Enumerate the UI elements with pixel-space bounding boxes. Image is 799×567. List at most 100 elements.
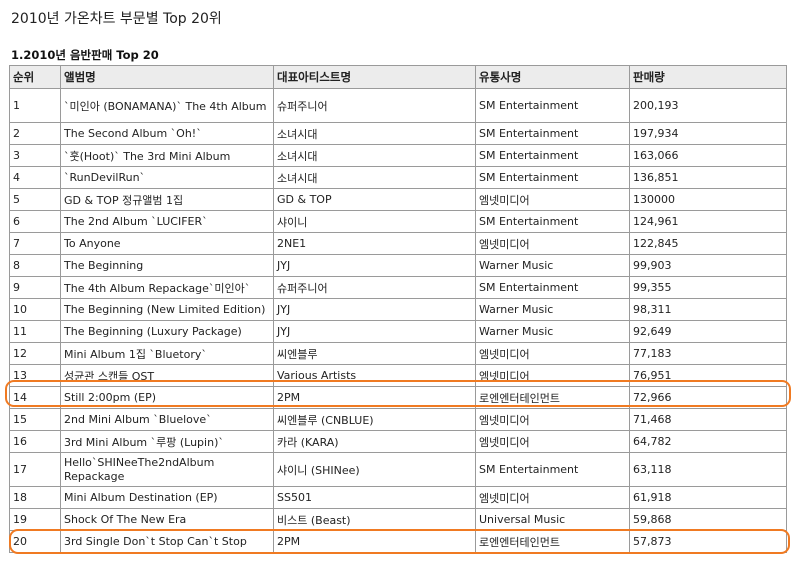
table-row: 6 The 2nd Album `LUCIFER` 샤이니 SM Entertainm… (9, 210, 787, 233)
cell-distributor: SM Entertainment (475, 166, 630, 189)
cell-artist: JYJ (273, 254, 476, 277)
cell-rank: 7 (9, 232, 61, 255)
cell-album: 3rd Mini Album `루팡 (Lupin)` (60, 430, 274, 453)
cell-sales: 71,468 (629, 408, 787, 431)
cell-artist: GD & TOP (273, 188, 476, 211)
header-distributor: 유통사명 (475, 65, 630, 89)
cell-album: To Anyone (60, 232, 274, 255)
cell-artist: 소녀시대 (273, 144, 476, 167)
page-title: 2010년 가온차트 부문별 Top 20위 (11, 11, 222, 27)
cell-rank: 19 (9, 508, 61, 531)
cell-distributor: Universal Music (475, 508, 630, 531)
cell-album: Still 2:00pm (EP) (60, 386, 274, 409)
header-rank: 순위 (9, 65, 61, 89)
cell-distributor: 엠넷미디어 (475, 430, 630, 453)
cell-sales: 77,183 (629, 342, 787, 365)
cell-sales: 200,193 (629, 88, 787, 123)
cell-artist: SS501 (273, 486, 476, 509)
cell-distributor: 엠넷미디어 (475, 486, 630, 509)
cell-artist: JYJ (273, 298, 476, 321)
table-row: 18 Mini Album Destination (EP) SS501 엠넷미디어 6… (9, 486, 787, 509)
cell-artist: JYJ (273, 320, 476, 343)
cell-rank: 18 (9, 486, 61, 509)
cell-distributor: SM Entertainment (475, 276, 630, 299)
cell-rank: 9 (9, 276, 61, 299)
cell-album: The Beginning (New Limited Edition) (60, 298, 274, 321)
header-sales: 판매량 (629, 65, 787, 89)
cell-rank: 4 (9, 166, 61, 189)
cell-artist: 슈퍼주니어 (273, 276, 476, 299)
cell-sales: 130000 (629, 188, 787, 211)
cell-sales: 99,355 (629, 276, 787, 299)
cell-album: `미인아 (BONAMANA)` The 4th Album (60, 88, 274, 123)
table-row: 15 2nd Mini Album `Bluelove` 씨엔블루 (CNBLUE)… (9, 408, 787, 431)
cell-distributor: 엠넷미디어 (475, 232, 630, 255)
cell-distributor: Warner Music (475, 254, 630, 277)
cell-sales: 72,966 (629, 386, 787, 409)
table-row: 12 Mini Album 1집 `Bluetory` 씨엔블루 엠넷미디어 77,18… (9, 342, 787, 365)
cell-distributor: Warner Music (475, 298, 630, 321)
cell-sales: 64,782 (629, 430, 787, 453)
cell-rank: 13 (9, 364, 61, 387)
cell-distributor: SM Entertainment (475, 122, 630, 145)
cell-distributor: 로엔엔터테인먼트 (475, 386, 630, 409)
table-row: 19 Shock Of The New Era 비스트 (Beast) Univers… (9, 508, 787, 531)
cell-artist: 샤이니 (SHINee) (273, 452, 476, 487)
cell-artist: Various Artists (273, 364, 476, 387)
cell-rank: 11 (9, 320, 61, 343)
cell-distributor: SM Entertainment (475, 452, 630, 487)
cell-rank: 6 (9, 210, 61, 233)
cell-album: `RunDevilRun` (60, 166, 274, 189)
cell-rank: 16 (9, 430, 61, 453)
cell-artist: 슈퍼주니어 (273, 88, 476, 123)
cell-sales: 98,311 (629, 298, 787, 321)
table-row: 5 GD & TOP 정규앨범 1집 GD & TOP 엠넷미디어 130000 (9, 188, 787, 211)
cell-album: GD & TOP 정규앨범 1집 (60, 188, 274, 211)
cell-artist: 2PM (273, 386, 476, 409)
table-row: 1 `미인아 (BONAMANA)` The 4th Album 슈퍼주니어 SM E… (9, 88, 787, 123)
cell-rank: 8 (9, 254, 61, 277)
cell-distributor: 엠넷미디어 (475, 188, 630, 211)
cell-artist: 소녀시대 (273, 166, 476, 189)
cell-rank: 15 (9, 408, 61, 431)
cell-album: Shock Of The New Era (60, 508, 274, 531)
table-row: 8 The Beginning JYJ Warner Music 99,903 (9, 254, 787, 277)
cell-rank: 5 (9, 188, 61, 211)
cell-sales: 76,951 (629, 364, 787, 387)
cell-distributor: 로엔엔터테인먼트 (475, 530, 630, 553)
cell-rank: 3 (9, 144, 61, 167)
cell-album: The Beginning (60, 254, 274, 277)
section-title: 1.2010년 음반판매 Top 20 (11, 48, 159, 62)
cell-distributor: Warner Music (475, 320, 630, 343)
cell-artist: 2NE1 (273, 232, 476, 255)
cell-album: The Beginning (Luxury Package) (60, 320, 274, 343)
cell-distributor: 엠넷미디어 (475, 408, 630, 431)
cell-artist: 씨엔블루 (CNBLUE) (273, 408, 476, 431)
cell-sales: 99,903 (629, 254, 787, 277)
cell-album: 2nd Mini Album `Bluelove` (60, 408, 274, 431)
table-row: 3 `훗(Hoot)` The 3rd Mini Album 소녀시대 SM Ente… (9, 144, 787, 167)
cell-sales: 57,873 (629, 530, 787, 553)
table-row: 16 3rd Mini Album `루팡 (Lupin)` 카라 (KARA) 엠넷… (9, 430, 787, 453)
cell-album: 3rd Single Don`t Stop Can`t Stop (60, 530, 274, 553)
cell-album: 성균관 스캔들 OST (60, 364, 274, 387)
cell-album: Mini Album 1집 `Bluetory` (60, 342, 274, 365)
cell-rank: 1 (9, 88, 61, 123)
cell-sales: 92,649 (629, 320, 787, 343)
table-row: 10 The Beginning (New Limited Edition) JYJ… (9, 298, 787, 321)
cell-rank: 14 (9, 386, 61, 409)
header-artist: 대표아티스트명 (273, 65, 476, 89)
table-header-row: 순위 앨범명 대표아티스트명 유통사명 판매량 (9, 65, 787, 89)
cell-rank: 10 (9, 298, 61, 321)
cell-sales: 61,918 (629, 486, 787, 509)
table-row: 11 The Beginning (Luxury Package) JYJ Warne… (9, 320, 787, 343)
cell-sales: 63,118 (629, 452, 787, 487)
cell-sales: 122,845 (629, 232, 787, 255)
cell-album: `훗(Hoot)` The 3rd Mini Album (60, 144, 274, 167)
cell-artist: 2PM (273, 530, 476, 553)
table-row: 20 3rd Single Don`t Stop Can`t Stop 2PM 로엔엔… (9, 530, 787, 553)
cell-sales: 197,934 (629, 122, 787, 145)
table-row: 9 The 4th Album Repackage`미인아` 슈퍼주니어 SM Ent… (9, 276, 787, 299)
cell-artist: 비스트 (Beast) (273, 508, 476, 531)
table-row: 4 `RunDevilRun` 소녀시대 SM Entertainment 136,85… (9, 166, 787, 189)
